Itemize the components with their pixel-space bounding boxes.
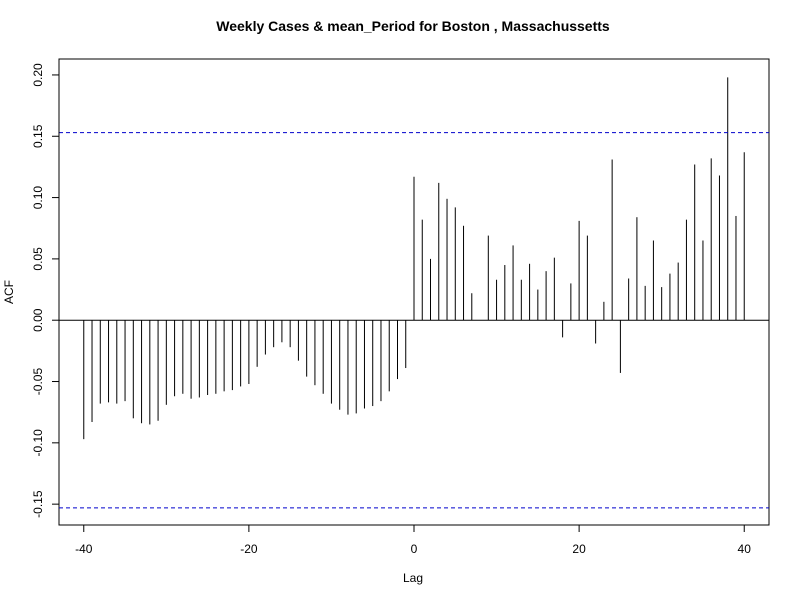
x-tick-label: -20 (240, 542, 258, 556)
y-tick-label: -0.15 (31, 490, 45, 518)
y-tick-label: 0.15 (31, 124, 45, 148)
acf-bars (83, 77, 745, 440)
confidence-bands (59, 132, 769, 509)
y-tick-label: 0.10 (31, 186, 45, 210)
x-axis: -40 -20 0 20 40 (75, 524, 752, 556)
y-tick-label: -0.05 (31, 368, 45, 396)
chart-title: Weekly Cases & mean_Period for Boston , … (216, 18, 610, 34)
x-axis-label: Lag (403, 571, 423, 585)
y-tick-label: 0.20 (31, 63, 45, 87)
y-axis-label: ACF (2, 280, 16, 304)
x-tick-label: 40 (738, 542, 752, 556)
x-tick-label: 0 (411, 542, 418, 556)
y-tick-label: -0.10 (31, 429, 45, 457)
x-tick-label: 20 (572, 542, 586, 556)
x-tick-label: -40 (75, 542, 93, 556)
y-axis: -0.15 -0.10 -0.05 0.00 0.05 0.10 0.15 0.20 (31, 63, 60, 518)
y-tick-label: 0.00 (31, 308, 45, 332)
y-tick-label: 0.05 (31, 247, 45, 271)
